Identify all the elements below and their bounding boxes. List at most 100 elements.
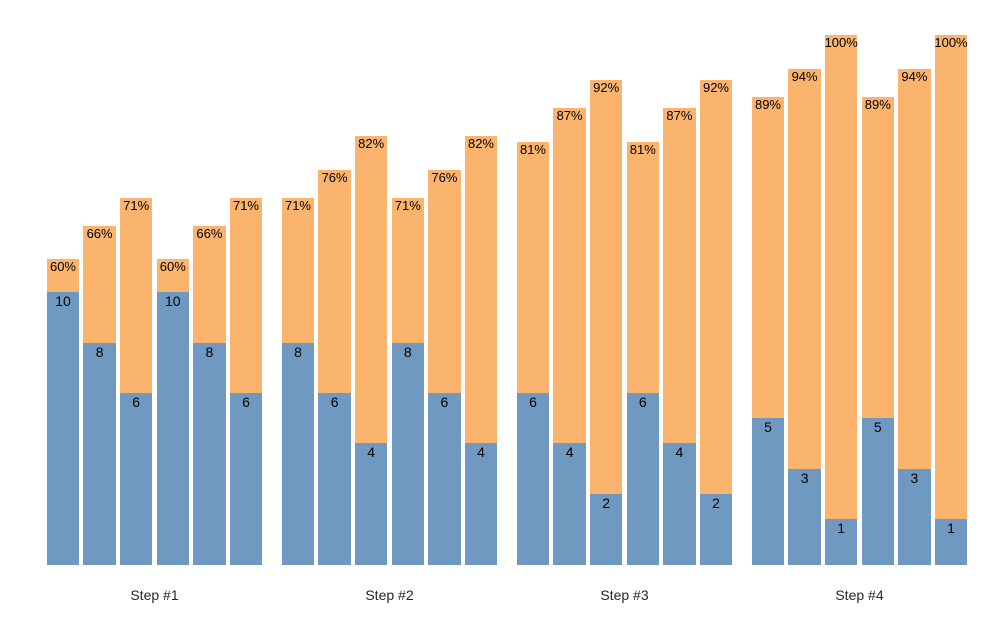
bar-count-label: 4: [565, 444, 574, 461]
bar-percent-label: 71%: [394, 197, 421, 213]
bar-count-label: 2: [712, 494, 720, 511]
bar-percent-label: 92%: [702, 80, 729, 96]
bar-bottom-segment: [46, 292, 80, 565]
bar-percent-label: 100%: [824, 35, 858, 51]
bar-count-label: 3: [800, 469, 809, 486]
bar-count-label: 6: [529, 394, 537, 410]
bar-percent-label: 71%: [232, 197, 259, 213]
bar-top-segment: [229, 197, 263, 393]
bar-percent-label: 92%: [593, 80, 620, 96]
bar-top-segment: [464, 136, 498, 444]
bar-bottom-segment: [898, 468, 931, 565]
bar-top-segment: [193, 225, 226, 343]
bar-percent-label: 89%: [864, 96, 891, 112]
bar-bottom-segment: [663, 443, 696, 565]
bar-bottom-segment: [318, 393, 351, 565]
bar-top-segment: [156, 259, 190, 293]
bar-count-label: 4: [675, 444, 684, 461]
bar-top-segment: [898, 68, 931, 469]
bar-top-segment: [699, 80, 733, 494]
bar-percent-label: 94%: [901, 68, 928, 84]
bar-percent-label: 89%: [754, 96, 781, 112]
bar-percent-label: 71%: [123, 197, 150, 213]
bar-percent-label: 81%: [629, 141, 656, 157]
bar-bottom-segment: [751, 418, 785, 565]
bar-percent-label: 82%: [358, 136, 385, 152]
bar-top-segment: [428, 169, 461, 393]
bar-count-label: 4: [477, 444, 485, 461]
bar-bottom-segment: [193, 342, 226, 565]
bar-count-label: 3: [910, 469, 919, 486]
bar-count-label: 1: [947, 520, 955, 536]
bar-top-segment: [861, 96, 895, 419]
bar-bottom-segment: [699, 493, 733, 565]
bar-top-segment: [354, 136, 388, 444]
bar-count-label: 10: [55, 293, 71, 310]
bar-bottom-segment: [626, 393, 660, 565]
bar-bottom-segment: [391, 342, 425, 565]
bar-top-segment: [46, 259, 80, 293]
bar-top-segment: [788, 68, 821, 469]
bar-count-label: 5: [873, 419, 882, 436]
bar-bottom-segment: [156, 292, 190, 565]
bar-count-label: 6: [638, 394, 647, 410]
bar-count-label: 8: [95, 343, 104, 360]
group-axis-label: Step #2: [365, 587, 414, 603]
bar-count-label: 6: [242, 394, 250, 410]
bar-count-label: 6: [330, 394, 339, 410]
group-axis-label: Step #4: [835, 587, 884, 603]
bar-bottom-segment: [553, 443, 586, 565]
bar-count-label: 2: [602, 494, 611, 511]
bar-percent-label: 60%: [49, 259, 76, 275]
bar-count-label: 8: [205, 343, 214, 360]
bar-bottom-segment: [589, 493, 623, 565]
bar-percent-label: 66%: [86, 225, 113, 241]
bar-count-label: 8: [294, 343, 302, 360]
bar-top-segment: [589, 80, 623, 494]
group-axis-label: Step #1: [130, 587, 179, 603]
bar-percent-label: 82%: [467, 136, 494, 152]
bar-bottom-segment: [861, 418, 895, 565]
bar-percent-label: 66%: [196, 225, 223, 241]
bar-count-label: 8: [403, 343, 412, 360]
bar-percent-label: 76%: [321, 169, 348, 185]
bar-percent-label: 76%: [431, 169, 458, 185]
bar-bottom-segment: [464, 443, 498, 565]
bar-count-label: 6: [132, 394, 141, 410]
bar-top-segment: [83, 225, 116, 343]
bar-count-label: 5: [764, 419, 772, 436]
bar-percent-label: 71%: [284, 197, 311, 213]
bar-bottom-segment: [516, 393, 550, 565]
bar-bottom-segment: [824, 519, 858, 565]
bar-top-segment: [751, 96, 785, 419]
bar-percent-label: 60%: [159, 259, 186, 275]
bar-percent-label: 100%: [934, 35, 968, 51]
bar-count-label: 6: [440, 394, 449, 410]
bar-top-segment: [626, 141, 660, 393]
bar-percent-label: 94%: [791, 68, 818, 84]
bar-top-segment: [663, 108, 696, 444]
bar-bottom-segment: [119, 393, 153, 565]
bar-bottom-segment: [229, 393, 263, 565]
bar-top-segment: [391, 197, 425, 343]
bar-top-segment: [318, 169, 351, 393]
bar-count-label: 4: [367, 444, 376, 461]
bar-percent-label: 87%: [556, 108, 583, 124]
bar-top-segment: [553, 108, 586, 444]
bar-top-segment: [824, 35, 858, 519]
bar-top-segment: [119, 197, 153, 393]
bar-count-label: 10: [165, 293, 181, 310]
group-axis-label: Step #3: [600, 587, 649, 603]
bar-bottom-segment: [354, 443, 388, 565]
bar-bottom-segment: [788, 468, 821, 565]
bar-percent-label: 81%: [519, 141, 546, 157]
bar-bottom-segment: [934, 519, 968, 565]
bar-top-segment: [281, 197, 315, 343]
bar-bottom-segment: [428, 393, 461, 565]
bar-percent-label: 87%: [666, 108, 693, 124]
bar-top-segment: [934, 35, 968, 519]
bar-bottom-segment: [281, 342, 315, 565]
bar-bottom-segment: [83, 342, 116, 565]
bar-top-segment: [516, 141, 550, 393]
